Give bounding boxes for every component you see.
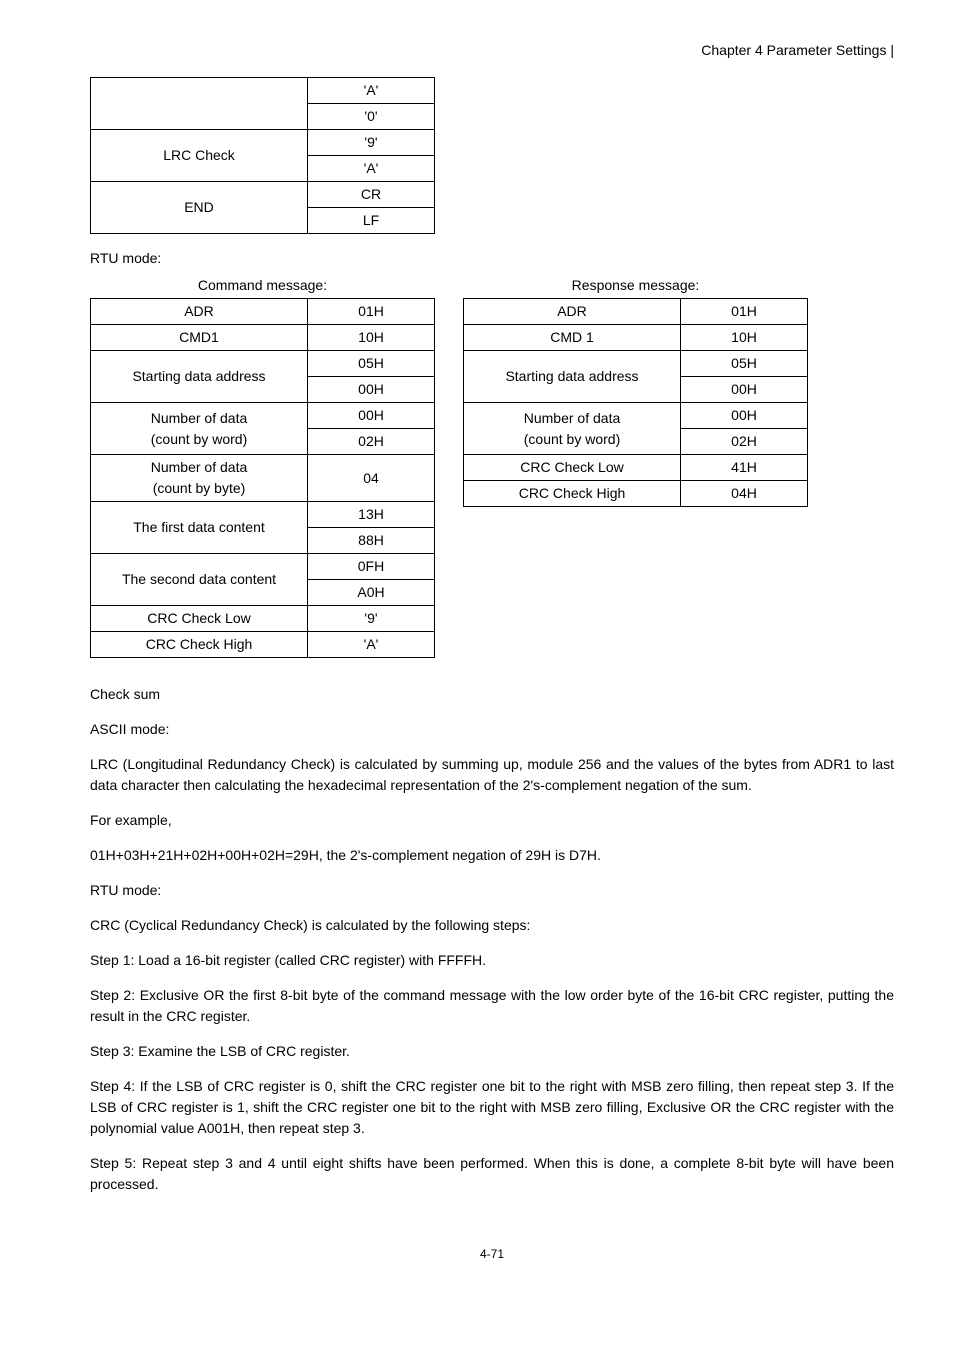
table-cell: 04H bbox=[681, 481, 808, 507]
table-cell: CRC Check High bbox=[91, 632, 308, 658]
table-cell: 02H bbox=[681, 429, 808, 455]
table-cell: 01H bbox=[681, 299, 808, 325]
command-caption: Command message: bbox=[90, 275, 435, 296]
step-1: Step 1: Load a 16-bit register (called C… bbox=[90, 950, 894, 971]
page-header: Chapter 4 Parameter Settings | bbox=[90, 40, 894, 61]
table-cell: 13H bbox=[308, 502, 435, 528]
table-cell: 10H bbox=[681, 325, 808, 351]
table-cell: '9' bbox=[308, 606, 435, 632]
table-cell: CRC Check High bbox=[464, 481, 681, 507]
for-example-label: For example, bbox=[90, 810, 894, 831]
response-caption: Response message: bbox=[463, 275, 808, 296]
table-cell: 41H bbox=[681, 455, 808, 481]
table-cell: A0H bbox=[308, 580, 435, 606]
table-cell: The first data content bbox=[91, 502, 308, 554]
table-cell: Starting data address bbox=[464, 351, 681, 403]
table-cell: CMD1 bbox=[91, 325, 308, 351]
table-cell: 0FH bbox=[308, 554, 435, 580]
table-cell bbox=[91, 78, 308, 130]
table-cell: The second data content bbox=[91, 554, 308, 606]
table-cell: 88H bbox=[308, 528, 435, 554]
table-cell: ADR bbox=[464, 299, 681, 325]
table-cell: 05H bbox=[681, 351, 808, 377]
table-cell: CR bbox=[308, 182, 435, 208]
table-cell: ADR bbox=[91, 299, 308, 325]
table-cell: CRC Check Low bbox=[91, 606, 308, 632]
table-cell: 00H bbox=[308, 377, 435, 403]
table-cell: 00H bbox=[308, 403, 435, 429]
table-cell: '0' bbox=[308, 104, 435, 130]
table-cell: '9' bbox=[308, 130, 435, 156]
page-number: 4-71 bbox=[90, 1245, 894, 1263]
table-cell: CMD 1 bbox=[464, 325, 681, 351]
rtu-mode-label: RTU mode: bbox=[90, 248, 894, 269]
rtu-mode-heading-2: RTU mode: bbox=[90, 880, 894, 901]
table-cell: 00H bbox=[681, 403, 808, 429]
table-cell: Number of data(count by word) bbox=[464, 403, 681, 455]
step-3: Step 3: Examine the LSB of CRC register. bbox=[90, 1041, 894, 1062]
table-cell: 'A' bbox=[308, 78, 435, 104]
ascii-mode-heading: ASCII mode: bbox=[90, 719, 894, 740]
command-table: ADR01HCMD110HStarting data address05H00H… bbox=[90, 298, 435, 658]
table-cell: END bbox=[91, 182, 308, 234]
crc-intro: CRC (Cyclical Redundancy Check) is calcu… bbox=[90, 915, 894, 936]
lrc-end-table: 'A''0'LRC Check'9''A'ENDCRLF bbox=[90, 77, 435, 234]
table-cell: Number of data(count by byte) bbox=[91, 455, 308, 502]
table-cell: 'A' bbox=[308, 632, 435, 658]
table-cell: 05H bbox=[308, 351, 435, 377]
response-table: ADR01HCMD 110HStarting data address05H00… bbox=[463, 298, 808, 507]
table-cell: CRC Check Low bbox=[464, 455, 681, 481]
table-cell: 'A' bbox=[308, 156, 435, 182]
step-2: Step 2: Exclusive OR the first 8-bit byt… bbox=[90, 985, 894, 1027]
lrc-paragraph: LRC (Longitudinal Redundancy Check) is c… bbox=[90, 754, 894, 796]
table-cell: 01H bbox=[308, 299, 435, 325]
table-cell: LF bbox=[308, 208, 435, 234]
step-4: Step 4: If the LSB of CRC register is 0,… bbox=[90, 1076, 894, 1139]
check-sum-heading: Check sum bbox=[90, 684, 894, 705]
table-cell: LRC Check bbox=[91, 130, 308, 182]
example-line: 01H+03H+21H+02H+00H+02H=29H, the 2's-com… bbox=[90, 845, 894, 866]
table-cell: 10H bbox=[308, 325, 435, 351]
response-column: Response message: ADR01HCMD 110HStarting… bbox=[463, 275, 808, 521]
table-cell: 02H bbox=[308, 429, 435, 455]
command-column: Command message: ADR01HCMD110HStarting d… bbox=[90, 275, 435, 672]
table-cell: Starting data address bbox=[91, 351, 308, 403]
table-cell: Number of data(count by word) bbox=[91, 403, 308, 455]
table-cell: 04 bbox=[308, 455, 435, 502]
table-cell: 00H bbox=[681, 377, 808, 403]
step-5: Step 5: Repeat step 3 and 4 until eight … bbox=[90, 1153, 894, 1195]
